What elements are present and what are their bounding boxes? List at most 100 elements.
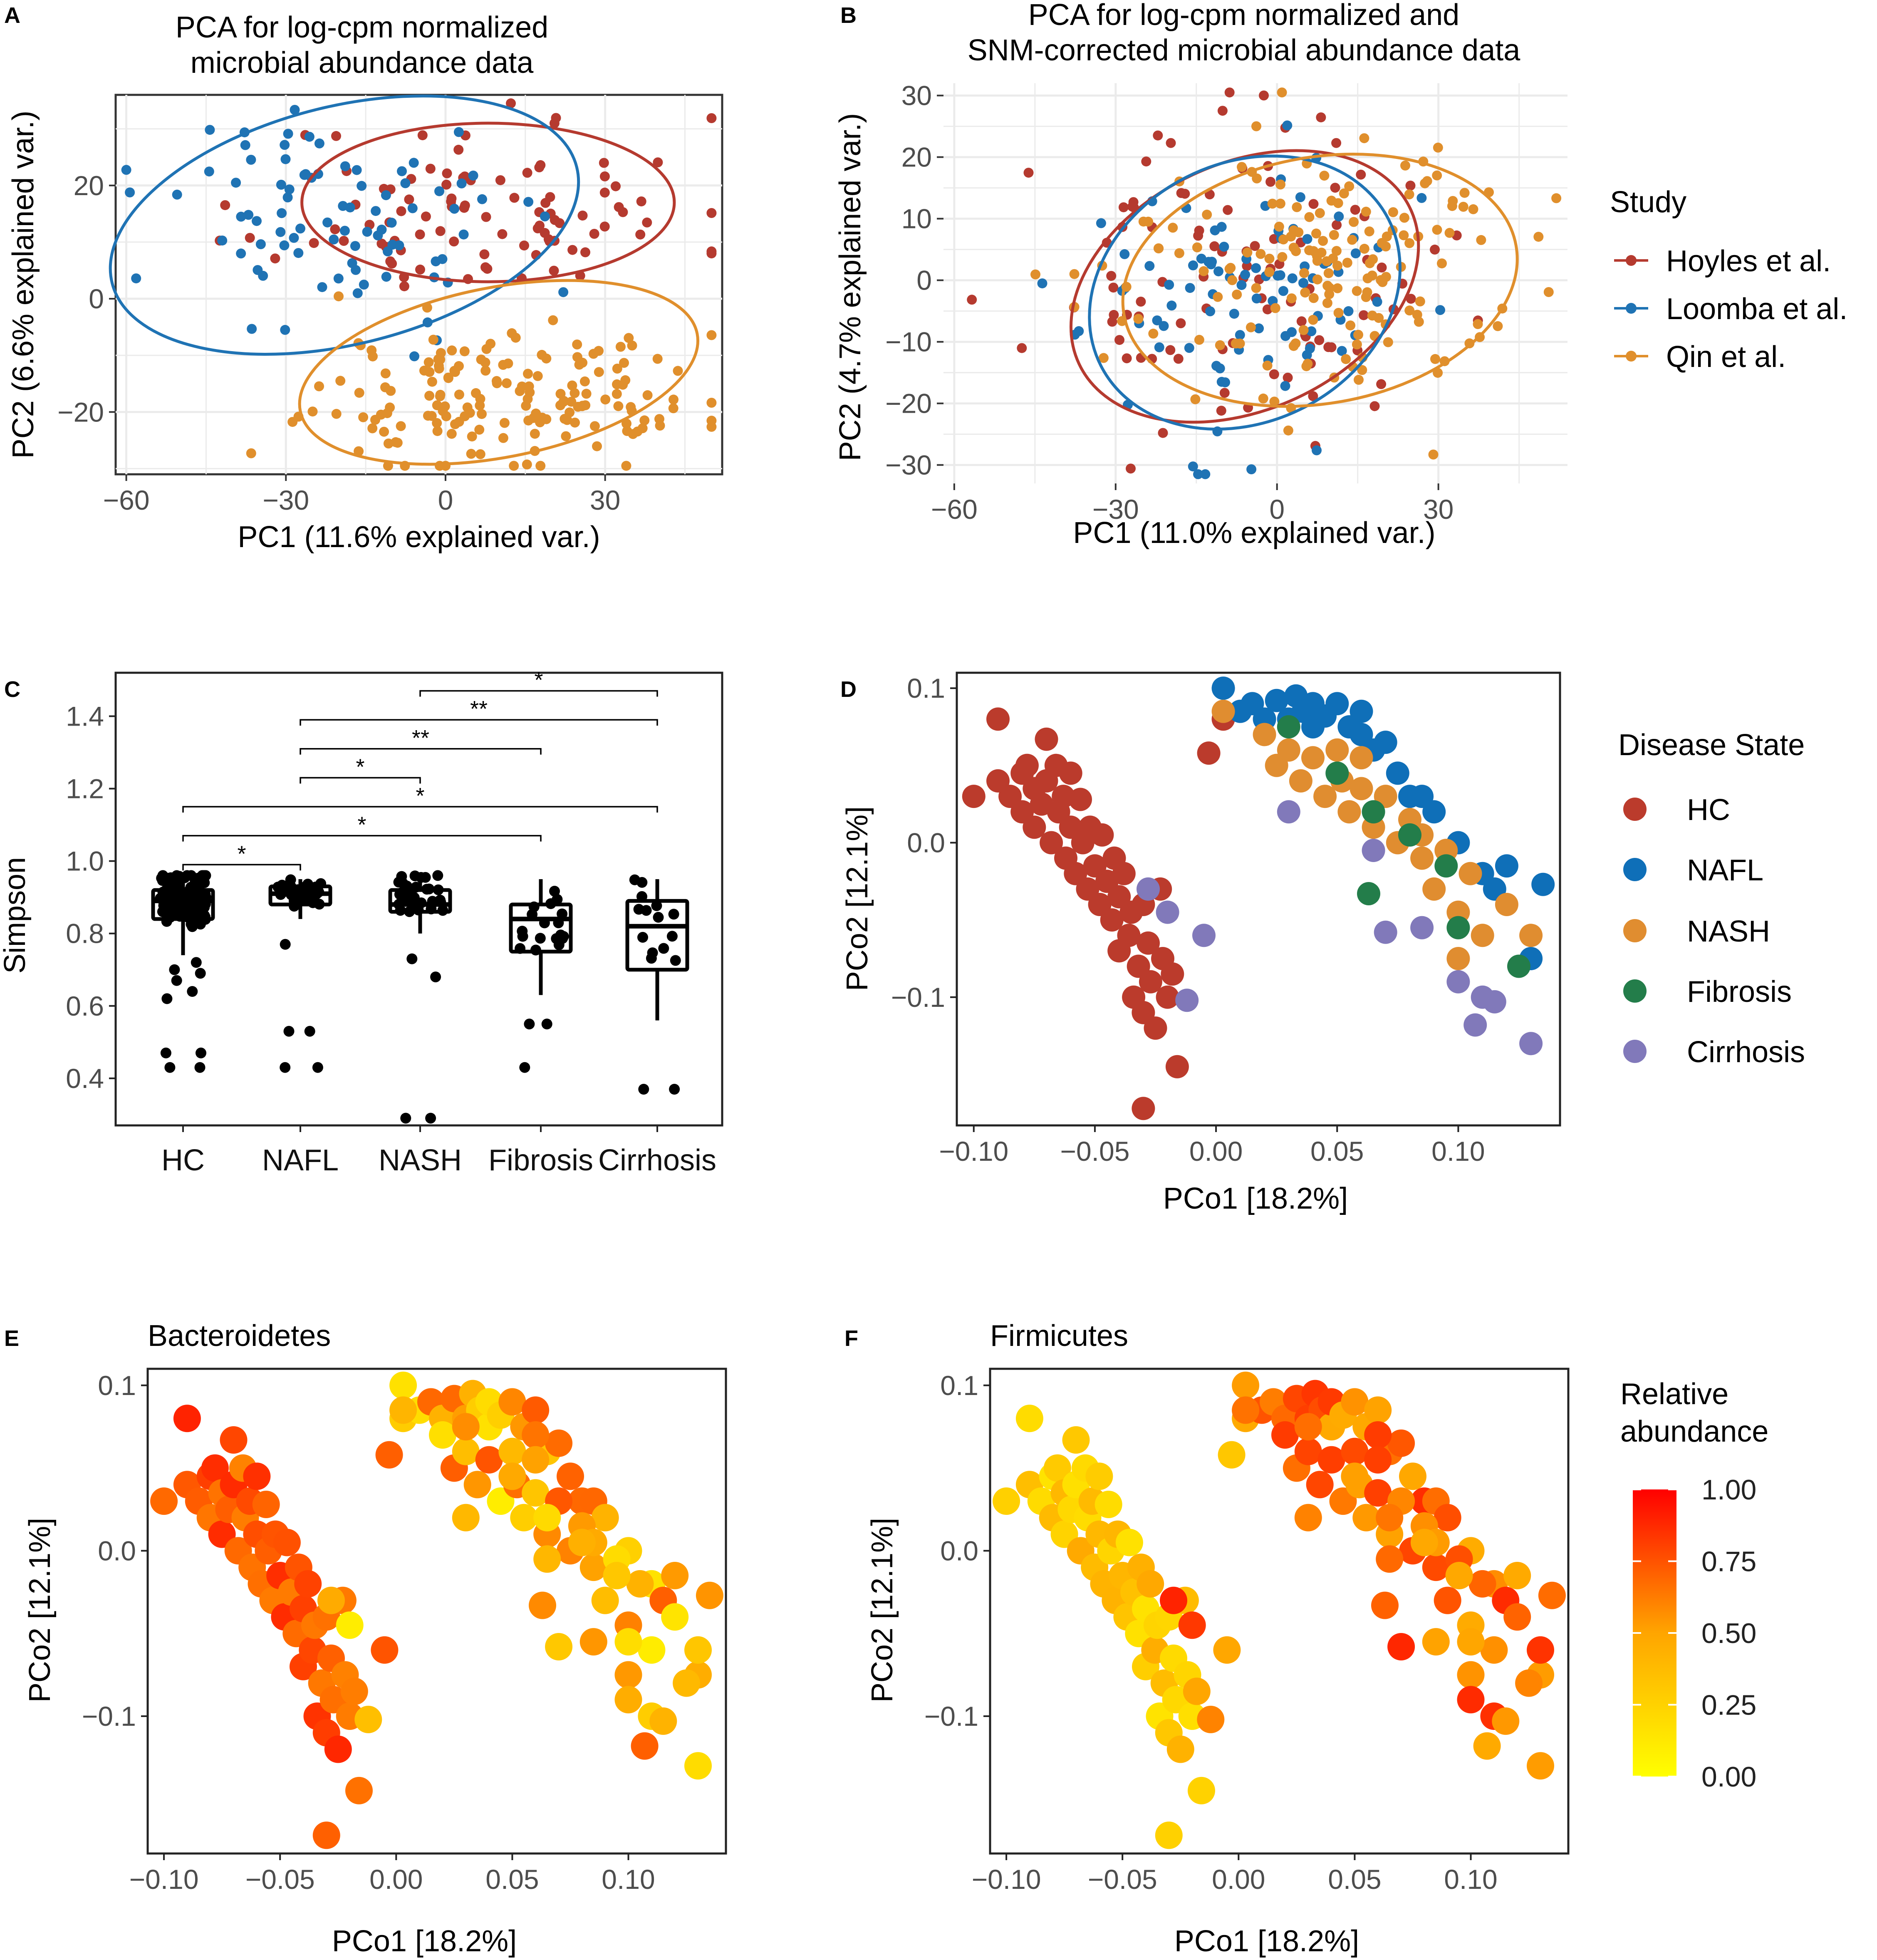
f-y-tick-label: −0.1	[924, 1701, 978, 1732]
b-point-loomba	[1216, 222, 1227, 232]
b-y-tick-label: 0	[916, 265, 932, 296]
a-point-qin	[668, 403, 678, 414]
b-point-qin	[1277, 87, 1287, 98]
b-point-loomba	[1205, 306, 1216, 317]
b-point-hoyles	[1356, 169, 1366, 180]
disease-legend-cirrhosis-label: Cirrhosis	[1687, 1036, 1805, 1069]
d-point-nash	[1422, 877, 1446, 901]
b-point-hoyles	[1023, 168, 1034, 178]
a-point-hoyles	[636, 196, 646, 207]
f-point	[1503, 1562, 1531, 1589]
gradient-legend-title-line2: abundance	[1620, 1415, 1768, 1448]
a-point-hoyles	[459, 203, 469, 213]
c-outlier-point	[519, 1062, 530, 1073]
b-point-hoyles	[1153, 130, 1163, 141]
b-point-hoyles	[1193, 230, 1203, 241]
c-outlier-point	[171, 975, 182, 986]
a-point-loomba	[279, 240, 290, 250]
a-point-qin	[706, 398, 717, 408]
e-point	[631, 1732, 659, 1760]
b-point-qin	[1533, 232, 1544, 242]
a-point-qin	[446, 429, 457, 439]
c-comparison-bracket	[419, 690, 658, 697]
b-point-hoyles	[1219, 388, 1230, 398]
d-point-nafl	[1386, 761, 1409, 785]
c-outlier-point	[161, 993, 173, 1004]
a-point-qin	[612, 389, 622, 399]
a-point-qin	[443, 372, 453, 383]
a-point-hoyles	[555, 218, 565, 228]
b-point-loomba	[1302, 234, 1312, 244]
c-x-tick-label: HC	[161, 1144, 205, 1177]
e-point	[150, 1487, 178, 1515]
a-point-qin	[396, 421, 406, 431]
a-point-qin	[474, 424, 485, 435]
a-point-hoyles	[551, 113, 561, 123]
c-significance-label: *	[237, 841, 246, 866]
panel-a-y-label: PC2 (6.6% explained var.)	[7, 111, 40, 458]
a-x-tick-label: −30	[262, 485, 309, 515]
e-y-tick-label: 0.1	[98, 1370, 136, 1401]
b-y-tick-label: −30	[885, 450, 932, 481]
f-point	[1376, 1504, 1404, 1531]
b-point-qin	[1286, 293, 1297, 304]
e-y-tick-label: −0.1	[82, 1701, 136, 1732]
a-point-qin	[370, 415, 380, 425]
d-point-hc	[1139, 970, 1162, 994]
e-point	[638, 1636, 666, 1664]
b-point-qin	[1359, 133, 1369, 144]
f-point	[1188, 1777, 1215, 1804]
d-point-hc	[1100, 908, 1124, 932]
disease-legend-cirrhosis-key	[1623, 1040, 1647, 1063]
a-point-qin	[541, 353, 552, 364]
b-point-qin	[1312, 251, 1322, 261]
b-point-qin	[1283, 425, 1293, 436]
study-legend-qin-key	[1626, 351, 1637, 362]
panel-a-points	[121, 98, 717, 471]
study-legend-loomba: Loomba et al.	[1614, 292, 1847, 326]
a-point-qin	[435, 391, 445, 401]
a-ellipse-qin	[298, 279, 700, 466]
b-point-qin	[1332, 260, 1342, 271]
b-point-loomba	[1240, 270, 1251, 280]
b-point-qin	[1404, 305, 1415, 316]
f-point	[1480, 1636, 1508, 1664]
b-point-qin	[1388, 207, 1398, 217]
b-point-qin	[1332, 283, 1343, 293]
study-legend-hoyles: Hoyles et al.	[1614, 245, 1831, 278]
f-point	[1422, 1628, 1450, 1656]
e-point	[626, 1570, 654, 1598]
b-point-hoyles	[1296, 316, 1307, 327]
f-point	[1166, 1735, 1194, 1763]
a-point-hoyles	[642, 217, 652, 228]
b-point-qin	[1199, 266, 1209, 276]
a-point-loomba	[352, 288, 363, 298]
b-point-qin	[1444, 228, 1455, 238]
e-point	[579, 1628, 607, 1656]
gradient-legend-tick-label: 0.25	[1701, 1690, 1756, 1721]
c-point	[285, 874, 296, 885]
b-point-loomba	[1213, 266, 1223, 277]
b-point-loomba	[1305, 343, 1315, 354]
f-point	[1183, 1678, 1211, 1705]
b-point-loomba	[1334, 211, 1344, 222]
gradient-legend-tick-label: 0.75	[1701, 1546, 1756, 1578]
b-x-tick-label: −60	[931, 494, 978, 525]
panel-d-plot-frame	[956, 672, 1561, 1127]
c-y-tick-label: 1.0	[66, 846, 104, 877]
b-point-hoyles	[1108, 282, 1119, 293]
c-point	[658, 943, 669, 954]
b-point-qin	[1458, 202, 1468, 212]
a-point-hoyles	[399, 281, 409, 292]
a-point-qin	[432, 418, 442, 428]
panel-f-title: Firmicutes	[990, 1319, 1128, 1353]
a-point-qin	[467, 431, 477, 442]
e-point	[557, 1462, 584, 1490]
b-ellipse-qin	[1121, 152, 1519, 408]
b-point-qin	[1349, 217, 1359, 227]
a-point-qin	[447, 345, 457, 356]
c-point	[653, 912, 664, 923]
c-outlier-point	[425, 1113, 436, 1124]
f-point	[1364, 1479, 1392, 1507]
disease-legend-fibrosis-label: Fibrosis	[1687, 975, 1792, 1008]
